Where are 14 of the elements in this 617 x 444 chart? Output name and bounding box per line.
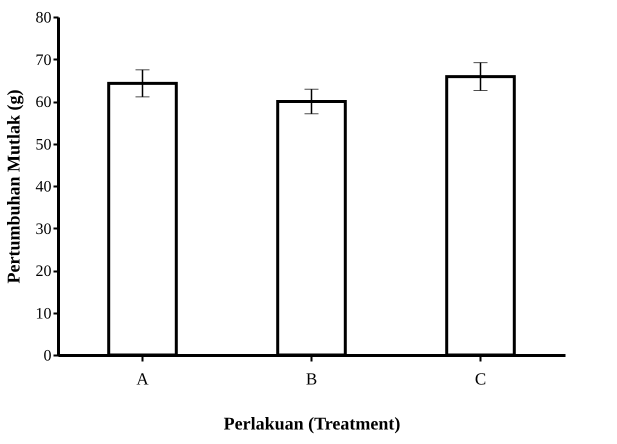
y-tick-label: 60 xyxy=(36,94,52,111)
y-tick-label: 70 xyxy=(36,52,52,69)
y-tick-label: 40 xyxy=(36,178,52,196)
x-tick-label: C xyxy=(474,370,486,388)
y-tick-label: 50 xyxy=(36,136,52,154)
x-tick-label: A xyxy=(136,370,150,388)
y-tick-label: 0 xyxy=(44,348,52,364)
x-tick-label: B xyxy=(306,370,318,388)
y-tick-label: 20 xyxy=(36,263,52,280)
y-tick-label: 30 xyxy=(36,220,52,238)
y-tick-label: 10 xyxy=(36,305,52,322)
y-axis-title: Pertumbuhan Mutlak (g) xyxy=(4,89,24,284)
x-axis-title: Perlakuan (Treatment) xyxy=(224,414,400,434)
y-tick-label: 80 xyxy=(36,10,52,26)
